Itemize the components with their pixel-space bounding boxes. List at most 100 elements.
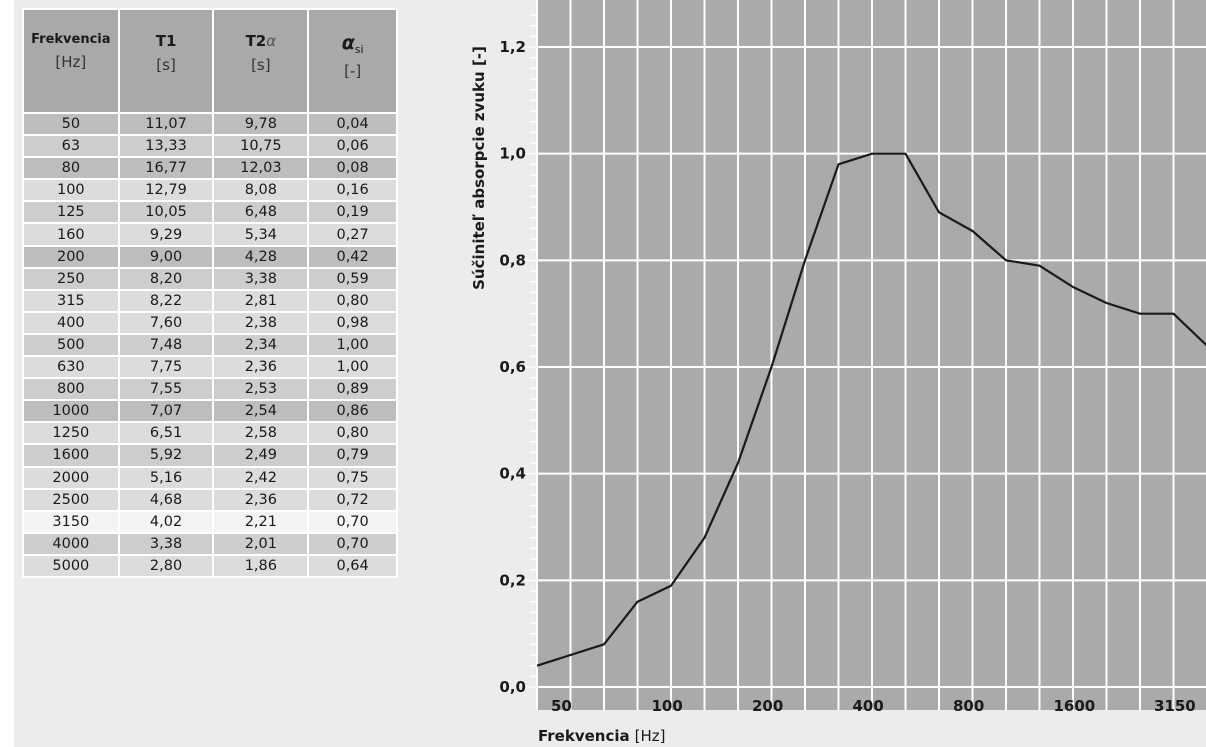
cell-alpha: 0,16 — [307, 178, 398, 203]
cell-alpha: 0,72 — [307, 487, 398, 512]
y-tick-label: 0,4 — [499, 465, 526, 483]
x-tick-labels: 50 100 200 400 800 1600 3150 — [551, 697, 1196, 715]
cell-t1: 6,51 — [117, 421, 215, 446]
cell-t2: 9,78 — [212, 111, 310, 137]
cell-t1: 7,75 — [117, 355, 215, 380]
cell-frequency: 400 — [22, 310, 120, 335]
cell-frequency: 5000 — [22, 553, 120, 578]
cell-t2: 2,53 — [212, 377, 310, 402]
x-tick-label: 1600 — [1054, 697, 1096, 715]
cell-t2: 2,01 — [212, 531, 310, 556]
cell-t2: 8,08 — [212, 178, 310, 203]
data-table-panel: Frekvencia [Hz] T1 [s] T2α [s] αsi [-] 5… — [0, 0, 398, 747]
absorption-series-line — [537, 152, 1206, 667]
cell-t1: 13,33 — [117, 134, 215, 159]
chart-panel: 0,0 0,2 0,4 0,6 0,8 1,0 1,2 50 100 200 400 800 1600… — [398, 0, 1206, 747]
cell-t1: 4,68 — [117, 487, 215, 512]
x-tick-label: 400 — [853, 697, 884, 715]
cell-t2: 2,54 — [212, 399, 310, 424]
cell-alpha: 0,08 — [307, 156, 398, 181]
cell-frequency: 2500 — [22, 487, 120, 512]
header-alpha-symbol: α — [341, 32, 355, 54]
table-row: 1600 5,92 2,49 0,79 — [22, 443, 398, 468]
cell-alpha: 0,89 — [307, 377, 398, 402]
y-tick-label: 1,2 — [499, 38, 526, 56]
cell-alpha: 1,00 — [307, 332, 398, 358]
x-axis-title: Frekvencia [Hz] — [538, 727, 665, 745]
cell-t1: 8,22 — [117, 288, 215, 313]
table-row: 1000 7,07 2,54 0,86 — [22, 399, 398, 424]
cell-t2: 2,81 — [212, 288, 310, 313]
cell-t1: 7,48 — [117, 332, 215, 358]
cell-t2: 5,34 — [212, 222, 310, 247]
table-body: 50 11,07 9,78 0,04 63 13,33 10,75 0,06 80 16,77 12… — [22, 111, 398, 578]
header-frequency-unit: [Hz] — [55, 53, 87, 71]
horizontal-gridlines — [537, 46, 1206, 688]
cell-t1: 7,55 — [117, 377, 215, 402]
table-row: 200 9,00 4,28 0,42 — [22, 244, 398, 269]
cell-frequency: 80 — [22, 156, 120, 181]
y-tick-label: 0,6 — [499, 358, 526, 376]
table-row: 3150 4,02 2,21 0,70 — [22, 509, 398, 534]
y-axis-title: Súčiniteľ absorpcie zvuku [-] — [470, 46, 488, 290]
cell-alpha: 0,75 — [307, 465, 398, 490]
cell-alpha: 0,79 — [307, 443, 398, 468]
cell-t1: 4,02 — [117, 509, 215, 534]
header-t2-note: α — [266, 32, 277, 50]
cell-frequency: 250 — [22, 266, 120, 291]
cell-alpha: 0,64 — [307, 553, 398, 578]
cell-t2: 2,49 — [212, 443, 310, 468]
cell-frequency: 315 — [22, 288, 120, 313]
header-alpha-unit: [-] — [344, 62, 362, 80]
cell-t1: 8,20 — [117, 266, 215, 291]
cell-t2: 10,75 — [212, 134, 310, 159]
x-axis-title-unit: [Hz] — [635, 727, 666, 745]
cell-alpha: 0,42 — [307, 244, 398, 269]
cell-t2: 2,58 — [212, 421, 310, 446]
header-t2: T2α [s] — [212, 8, 310, 114]
x-tick-label: 50 — [551, 697, 572, 715]
cell-t1: 3,38 — [117, 531, 215, 556]
absorption-table: Frekvencia [Hz] T1 [s] T2α [s] αsi [-] 5… — [22, 8, 398, 578]
header-t2-unit: [s] — [251, 56, 271, 74]
y-axis-minor-ticks — [525, 14, 537, 688]
cell-frequency: 125 — [22, 200, 120, 225]
table-row: 80 16,77 12,03 0,08 — [22, 156, 398, 181]
y-axis-title-text: Súčiniteľ absorpcie zvuku [-] — [470, 46, 488, 290]
cell-alpha: 0,04 — [307, 111, 398, 137]
cell-alpha: 0,80 — [307, 288, 398, 313]
cell-t2: 1,86 — [212, 553, 310, 578]
table-row: 315 8,22 2,81 0,80 — [22, 288, 398, 313]
cell-t1: 9,00 — [117, 244, 215, 269]
cell-t1: 11,07 — [117, 111, 215, 137]
table-row: 160 9,29 5,34 0,27 — [22, 222, 398, 247]
cell-frequency: 100 — [22, 178, 120, 203]
cell-t1: 5,16 — [117, 465, 215, 490]
cell-frequency: 800 — [22, 377, 120, 402]
table-row: 125 10,05 6,48 0,19 — [22, 200, 398, 225]
y-tick-labels: 0,0 0,2 0,4 0,6 0,8 1,0 1,2 — [499, 38, 526, 696]
left-margin-strip — [0, 0, 14, 747]
cell-t1: 7,07 — [117, 399, 215, 424]
cell-t1: 12,79 — [117, 178, 215, 203]
table-row: 400 7,60 2,38 0,98 — [22, 310, 398, 335]
vertical-gridlines — [536, 0, 1175, 710]
cell-t1: 2,80 — [117, 553, 215, 578]
cell-frequency: 200 — [22, 244, 120, 269]
table-row: 630 7,75 2,36 1,00 — [22, 355, 398, 380]
x-tick-label: 3150 — [1154, 697, 1196, 715]
cell-frequency: 1600 — [22, 443, 120, 468]
cell-t1: 10,05 — [117, 200, 215, 225]
table-row: 4000 3,38 2,01 0,70 — [22, 531, 398, 556]
cell-alpha: 0,06 — [307, 134, 398, 159]
cell-alpha: 0,86 — [307, 399, 398, 424]
cell-t2: 3,38 — [212, 266, 310, 291]
cell-t2: 2,34 — [212, 332, 310, 358]
header-frequency: Frekvencia [Hz] — [22, 8, 120, 114]
cell-t2: 12,03 — [212, 156, 310, 181]
cell-frequency: 160 — [22, 222, 120, 247]
cell-alpha: 0,98 — [307, 310, 398, 335]
table-row: 250 8,20 3,38 0,59 — [22, 266, 398, 291]
x-tick-label: 800 — [953, 697, 984, 715]
table-row: 500 7,48 2,34 1,00 — [22, 332, 398, 358]
